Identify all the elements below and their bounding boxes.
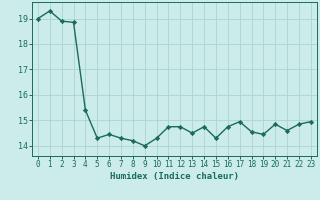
- X-axis label: Humidex (Indice chaleur): Humidex (Indice chaleur): [110, 172, 239, 181]
